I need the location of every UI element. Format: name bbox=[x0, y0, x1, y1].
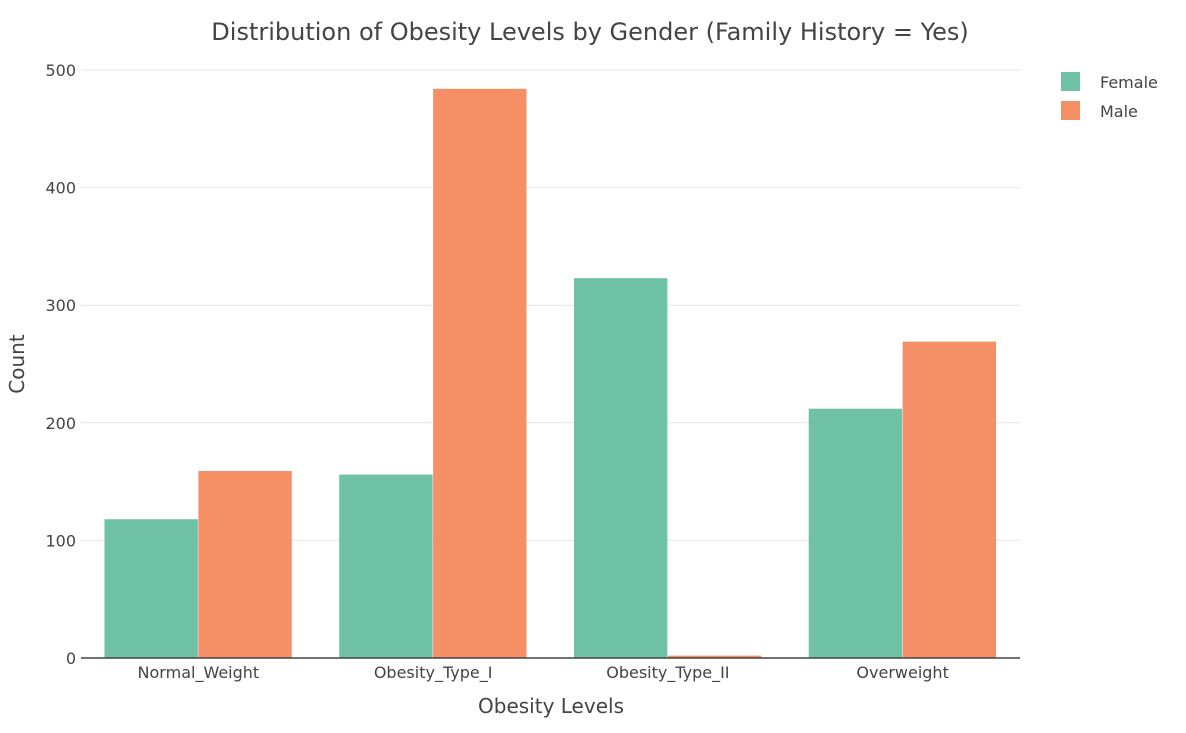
bars bbox=[104, 88, 997, 659]
legend: Female Male bbox=[1061, 72, 1158, 121]
y-tick-label: 300 bbox=[45, 296, 76, 315]
bar-female-normal-weight[interactable] bbox=[104, 519, 198, 658]
legend-swatch bbox=[1061, 101, 1080, 120]
bar-female-obesity-type-ii[interactable] bbox=[573, 278, 668, 658]
legend-label: Female bbox=[1100, 73, 1158, 92]
x-axis-ticks: Normal_Weight Obesity_Type_I Obesity_Type_… bbox=[138, 663, 949, 683]
legend-item-female[interactable]: Female bbox=[1061, 72, 1158, 92]
x-tick-label: Obesity_Type_II bbox=[606, 663, 729, 683]
bar-male-overweight[interactable] bbox=[902, 341, 997, 658]
y-tick-label: 100 bbox=[45, 531, 76, 550]
x-tick-label: Obesity_Type_I bbox=[374, 663, 493, 683]
y-tick-label: 200 bbox=[45, 414, 76, 433]
bar-female-overweight[interactable] bbox=[808, 408, 903, 658]
bar-female-obesity-type-i[interactable] bbox=[339, 474, 433, 658]
y-axis-ticks: 0 100 200 300 400 500 bbox=[45, 61, 76, 668]
x-axis-title: Obesity Levels bbox=[478, 694, 624, 718]
y-tick-label: 400 bbox=[45, 179, 76, 198]
y-tick-label: 0 bbox=[66, 649, 76, 668]
bar-male-normal-weight[interactable] bbox=[198, 471, 292, 658]
x-tick-label: Overweight bbox=[856, 663, 948, 682]
y-axis-title: Count bbox=[5, 334, 29, 394]
y-tick-label: 500 bbox=[45, 61, 76, 80]
bar-male-obesity-type-ii[interactable] bbox=[667, 655, 762, 658]
legend-label: Male bbox=[1100, 102, 1138, 121]
legend-swatch bbox=[1061, 72, 1080, 91]
chart-title: Distribution of Obesity Levels by Gender… bbox=[211, 18, 968, 46]
bar-male-obesity-type-i[interactable] bbox=[433, 88, 527, 659]
x-tick-label: Normal_Weight bbox=[138, 663, 260, 683]
legend-item-male[interactable]: Male bbox=[1061, 101, 1138, 121]
